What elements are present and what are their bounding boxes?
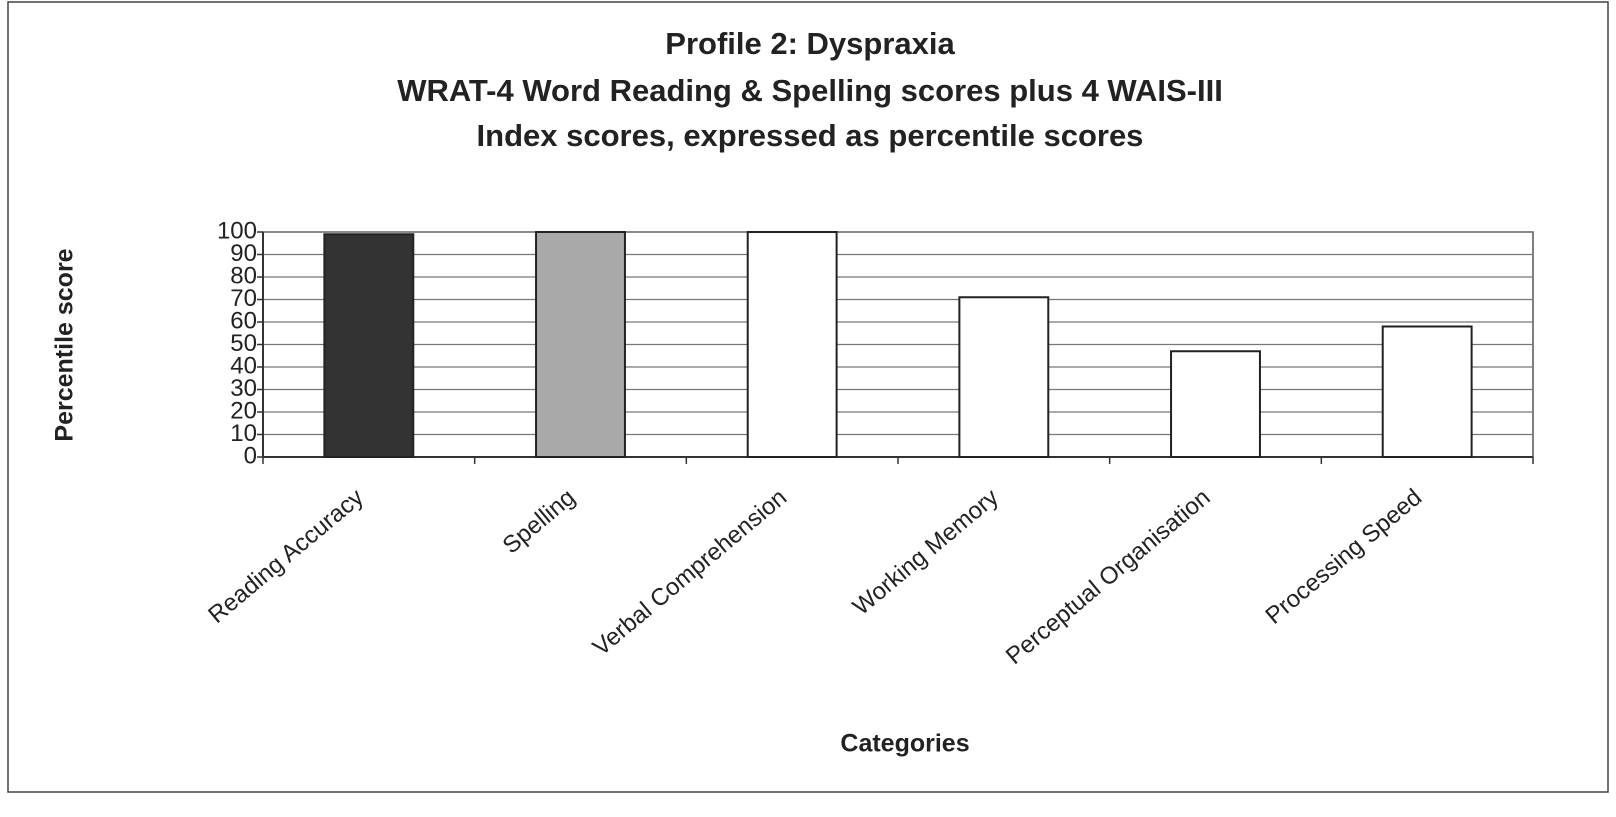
x-tick-label: Spelling <box>498 484 581 560</box>
bar <box>323 233 415 458</box>
y-tick-label: 30 <box>230 375 257 402</box>
y-tick-label: 40 <box>230 352 257 379</box>
bar <box>746 231 838 458</box>
x-tick-label: Perceptual Organisation <box>1001 484 1216 670</box>
chart-title: Index scores, expressed as percentile sc… <box>477 118 1144 153</box>
x-tick-label: Processing Speed <box>1261 484 1428 630</box>
chart-title: Profile 2: Dyspraxia <box>665 26 955 61</box>
y-tick-label: 50 <box>230 330 257 357</box>
y-tick-label: 70 <box>230 285 257 312</box>
y-tick-label: 90 <box>230 240 257 267</box>
y-tick-label: 20 <box>230 397 257 424</box>
y-tick-label: 100 <box>217 217 257 244</box>
x-tick-label: Working Memory <box>848 484 1004 621</box>
bar <box>958 296 1050 458</box>
y-tick-label: 80 <box>230 262 257 289</box>
frame <box>7 1 1609 793</box>
x-axis-title: Categories <box>840 730 969 758</box>
bar <box>1381 325 1473 458</box>
y-tick-label: 10 <box>230 420 257 447</box>
x-tick-label: Verbal Comprehension <box>588 484 792 662</box>
chart-title: WRAT-4 Word Reading & Spelling scores pl… <box>397 73 1223 108</box>
y-tick-label: 60 <box>230 307 257 334</box>
bar <box>1170 350 1261 458</box>
y-axis-title: Percentile score <box>51 248 79 441</box>
x-tick-label: Reading Accuracy <box>203 484 369 629</box>
y-tick-label: 0 <box>244 442 257 469</box>
bar <box>535 231 626 458</box>
